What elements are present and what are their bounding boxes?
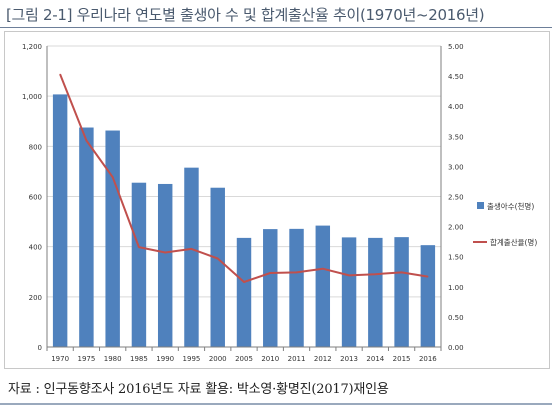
- line-point: [401, 271, 403, 273]
- title-divider: [0, 27, 552, 28]
- x-tick-label: 2000: [209, 355, 227, 363]
- y-left-tick-label: 400: [29, 244, 42, 252]
- y-right-tick-label: 3.00: [448, 163, 464, 171]
- bar: [263, 229, 278, 347]
- combo-chart: 0 200 400 600 800 1,000 1,200 0.00 0.50 1.00 1.50 2…: [22, 43, 537, 363]
- y-right-tick-label: 2.00: [448, 224, 464, 232]
- y-right-tick-label: 4.50: [448, 73, 464, 81]
- line-point: [190, 248, 193, 250]
- line-point: [85, 139, 87, 142]
- y-left-tick-label: 200: [29, 294, 42, 302]
- x-tick-label: 2010: [261, 355, 279, 363]
- bar: [157, 183, 173, 347]
- line-point: [322, 268, 324, 270]
- figure-title: [그림 2-1] 우리나라 연도별 출생아 수 및 합계출산율 추이(1970년…: [6, 6, 485, 24]
- y-right-tick-label: 2.50: [448, 194, 464, 202]
- bar: [341, 237, 357, 347]
- line-point: [112, 176, 114, 178]
- x-tick-label: 1970: [51, 355, 69, 363]
- line-point: [295, 271, 298, 273]
- y-right-tick-label: 4.00: [448, 103, 464, 111]
- line-point: [59, 73, 61, 75]
- x-tick-label: 2005: [235, 355, 253, 363]
- line-point: [269, 272, 271, 274]
- y-right-tick-label: 0.00: [448, 344, 464, 352]
- y-left-tick-label: 1,200: [22, 43, 42, 51]
- y-left-tick-label: 1,000: [22, 93, 42, 101]
- line-point: [217, 257, 219, 260]
- bottom-divider: [0, 403, 552, 405]
- line-point: [138, 246, 140, 248]
- bar: [368, 237, 383, 347]
- y-left-tick-label: 800: [29, 143, 42, 151]
- x-tick-label: 1995: [183, 355, 201, 363]
- source-note: 자료 : 인구동향조사 2016년도 자료 활용: 박소영·황명진(2017)재…: [8, 382, 389, 397]
- bar: [105, 130, 120, 347]
- legend-swatch-bar: [477, 202, 484, 209]
- bar: [79, 127, 94, 347]
- bar: [394, 237, 409, 347]
- x-tick-label: 2011: [288, 355, 306, 363]
- bar: [184, 167, 199, 347]
- line-series: [59, 73, 429, 283]
- x-tick-label: 2014: [366, 355, 384, 363]
- line-point: [164, 251, 166, 254]
- y-right-tick-label: 5.00: [448, 43, 464, 51]
- bar: [210, 187, 225, 347]
- line-point: [348, 274, 350, 276]
- x-tick-label: 1975: [77, 355, 95, 363]
- bar: [420, 245, 436, 347]
- line-point: [243, 281, 245, 283]
- y-right-tick-label: 1.50: [448, 254, 464, 262]
- legend-label-line: 합계출산율(명): [490, 237, 537, 247]
- y-right-tick-label: 1.00: [448, 284, 464, 292]
- legend: 출생아수(천명) 합계출산율(명): [473, 201, 537, 247]
- x-tick-label: 2016: [419, 355, 437, 363]
- legend-label-bar: 출생아수(천명): [487, 201, 534, 211]
- axes: 0 200 400 600 800 1,000 1,200 0.00 0.50 1.00 1.50 2…: [22, 43, 464, 363]
- x-tick-label: 2015: [393, 355, 411, 363]
- bar: [52, 94, 68, 347]
- line-point: [374, 273, 376, 275]
- y-left-tick-label: 600: [29, 194, 42, 202]
- chart-container: 0 200 400 600 800 1,000 1,200 0.00 0.50 1.00 1.50 2…: [4, 31, 550, 369]
- bar: [315, 225, 331, 347]
- x-tick-label: 1980: [104, 355, 122, 363]
- x-tick-label: 2012: [314, 355, 332, 363]
- bar: [236, 237, 252, 347]
- line-point: [427, 275, 429, 278]
- x-tick-label: 1985: [130, 355, 148, 363]
- bar-series: [52, 94, 436, 347]
- y-left-tick-label: 0: [38, 344, 42, 352]
- bar: [289, 228, 304, 347]
- bar: [131, 182, 147, 347]
- y-right-tick-label: 0.50: [448, 314, 464, 322]
- x-tick-label: 1990: [156, 355, 174, 363]
- x-tick-label: 2013: [340, 355, 358, 363]
- y-right-tick-label: 3.50: [448, 133, 464, 141]
